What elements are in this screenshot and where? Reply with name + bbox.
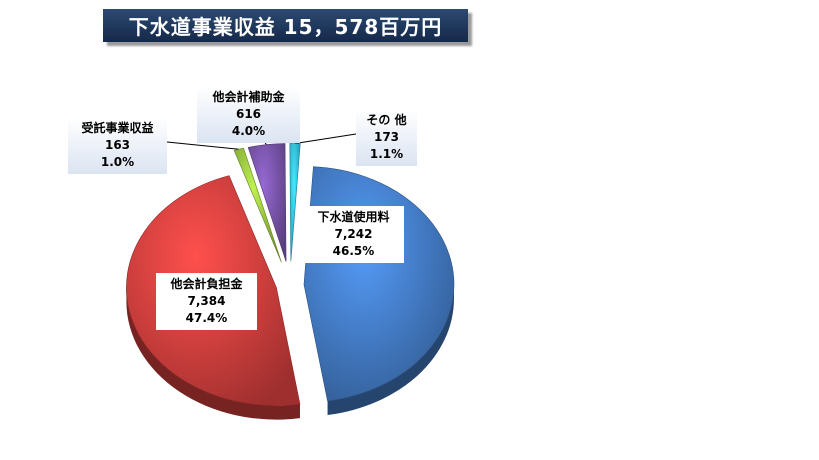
slice-value-2: 163 xyxy=(104,138,131,152)
slice-label-1: 他会計負担金 7,384 47.4% xyxy=(156,273,257,330)
slice-percent-0: 46.5% xyxy=(332,244,375,258)
slice-percent-1: 47.4% xyxy=(185,311,228,325)
slice-name-2: 受託事業収益 xyxy=(81,121,154,135)
slice-name-0: 下水道使用料 xyxy=(317,210,390,224)
slice-value-0: 7,242 xyxy=(334,227,373,241)
pie-slice-4 xyxy=(289,143,301,262)
slice-name-3: 他会計補助金 xyxy=(212,90,285,104)
chart-title: 下水道事業収益 15，578百万円 xyxy=(103,9,468,42)
pie-slice-side-0 xyxy=(327,284,454,416)
leader-line-4 xyxy=(294,133,357,144)
slice-value-1: 7,384 xyxy=(187,294,226,308)
leader-line-2 xyxy=(166,141,239,150)
slice-name-1: 他会計負担金 xyxy=(170,277,243,291)
slice-label-0: 下水道使用料 7,242 46.5% xyxy=(303,206,404,263)
slice-value-3: 616 xyxy=(235,107,262,121)
pie-slice-3 xyxy=(247,143,287,262)
pie-slice-0 xyxy=(303,166,455,402)
slice-value-4: 173 xyxy=(373,130,400,144)
slice-label-2: 受託事業収益 163 1.0% xyxy=(68,117,167,174)
slice-percent-3: 4.0% xyxy=(231,124,266,138)
pie-slice-side-1 xyxy=(126,287,300,420)
slice-percent-4: 1.1% xyxy=(369,147,404,161)
slice-label-3: 他会計補助金 616 4.0% xyxy=(197,86,300,143)
slice-percent-2: 1.0% xyxy=(100,155,135,169)
slice-name-4: その 他 xyxy=(366,113,407,127)
pie-slice-2 xyxy=(233,147,282,263)
slice-label-4: その 他 173 1.1% xyxy=(356,109,417,166)
